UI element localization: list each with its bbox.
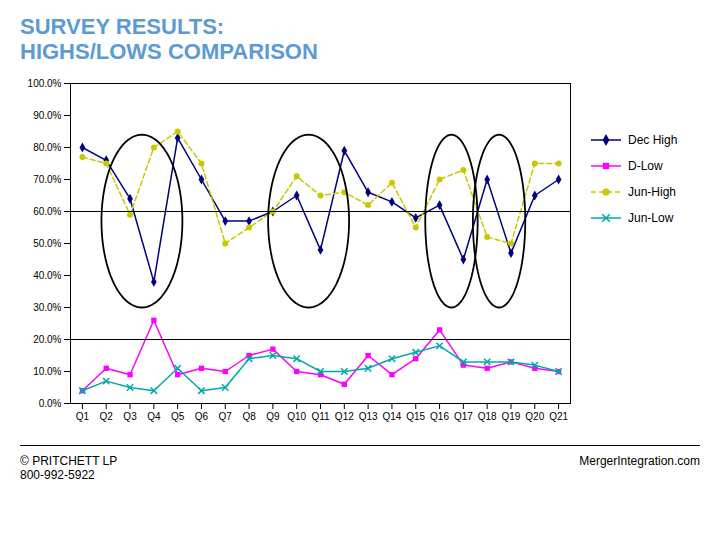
svg-text:Q21: Q21 (549, 410, 568, 421)
html-text:Dec High: Dec High (628, 132, 678, 147)
svg-text:0.0%: 0.0% (39, 397, 62, 408)
svg-text:50.0%: 50.0% (33, 237, 61, 248)
svg-text:Q7: Q7 (219, 410, 233, 421)
svg-text:Q10: Q10 (287, 410, 306, 421)
svg-text:Q16: Q16 (430, 410, 449, 421)
html-text:D-Low: D-Low (628, 158, 663, 173)
html-text:MergerIntegration.com: MergerIntegration.com (579, 453, 700, 468)
svg-text:Q8: Q8 (242, 410, 256, 421)
svg-text:80.0%: 80.0% (33, 141, 61, 152)
html-text:© PRITCHETT LP 800-992-5922: © PRITCHETT LP 800-992-5922 (20, 453, 118, 482)
svg-text:20.0%: 20.0% (33, 333, 61, 344)
svg-text:Q20: Q20 (525, 410, 544, 421)
svg-text:Q13: Q13 (359, 410, 378, 421)
svg-text:Q4: Q4 (147, 410, 161, 421)
html-text:SURVEY RESULTS: HIGHS/LOWS COM: SURVEY RESULTS: HIGHS/LOWS COMPARISON (20, 14, 318, 65)
html-text:Jun-High: Jun-High (628, 184, 676, 199)
svg-text:90.0%: 90.0% (33, 109, 61, 120)
html-text:Jun-Low: Jun-Low (628, 210, 674, 225)
svg-text:70.0%: 70.0% (33, 173, 61, 184)
svg-text:Q18: Q18 (478, 410, 497, 421)
svg-text:Q9: Q9 (266, 410, 280, 421)
svg-text:Q15: Q15 (406, 410, 425, 421)
svg-text:100.0%: 100.0% (28, 77, 62, 88)
svg-text:Q2: Q2 (100, 410, 114, 421)
svg-text:Q17: Q17 (454, 410, 473, 421)
svg-text:Q12: Q12 (335, 410, 354, 421)
svg-text:10.0%: 10.0% (33, 365, 61, 376)
svg-text:40.0%: 40.0% (33, 269, 61, 280)
svg-text:Q11: Q11 (311, 410, 330, 421)
svg-text:Q5: Q5 (171, 410, 185, 421)
svg-text:Q1: Q1 (76, 410, 90, 421)
svg-text:Q19: Q19 (502, 410, 521, 421)
svg-text:Q14: Q14 (382, 410, 401, 421)
svg-text:60.0%: 60.0% (33, 205, 61, 216)
svg-text:Q3: Q3 (123, 410, 137, 421)
svg-text:Q6: Q6 (195, 410, 209, 421)
svg-text:30.0%: 30.0% (33, 301, 61, 312)
